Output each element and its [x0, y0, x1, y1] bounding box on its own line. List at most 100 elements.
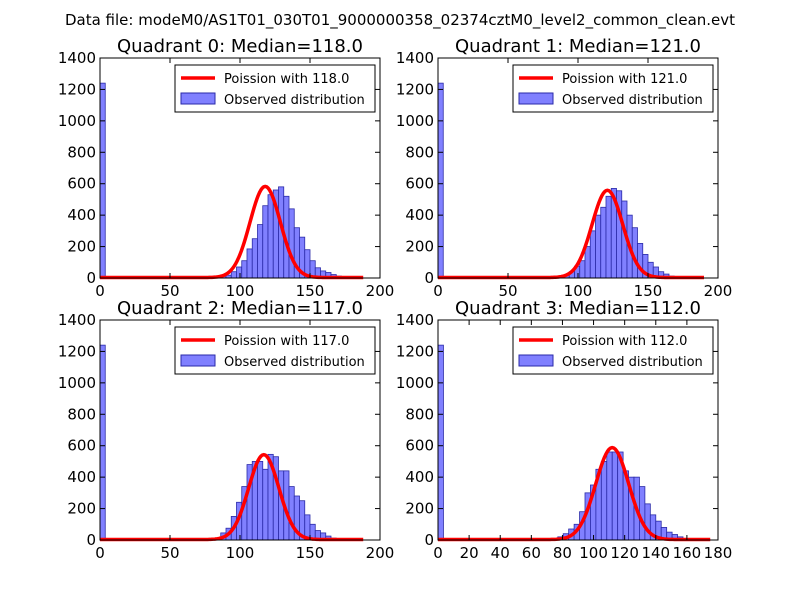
y-tick-label: 1000 — [58, 374, 96, 392]
x-tick-label: 50 — [160, 544, 179, 562]
histogram-bar — [584, 246, 591, 279]
y-tick-label: 400 — [405, 206, 434, 224]
histogram-bar — [99, 82, 106, 279]
x-tick-label: 150 — [634, 282, 663, 300]
x-tick-label: 100 — [226, 544, 255, 562]
panel-title: Quadrant 0: Median=118.0 — [117, 36, 363, 57]
histogram-bar — [267, 194, 274, 279]
x-tick-label: 120 — [610, 544, 639, 562]
y-tick-label: 200 — [67, 238, 96, 256]
histogram-bar — [236, 266, 243, 279]
y-tick-label: 800 — [405, 143, 434, 161]
histogram-bar — [589, 230, 596, 279]
histogram-bar — [246, 248, 253, 279]
x-tick-label: 0 — [433, 544, 443, 562]
x-tick-label: 200 — [366, 544, 395, 562]
x-tick-label: 140 — [641, 544, 670, 562]
y-tick-label: 400 — [67, 206, 96, 224]
legend: Poission with 112.0 Observed distribution — [512, 326, 714, 375]
y-tick-label: 1200 — [58, 342, 96, 360]
x-tick-label: 180 — [704, 544, 733, 562]
panel-title: Quadrant 1: Median=121.0 — [455, 36, 701, 57]
y-tick-label: 400 — [405, 468, 434, 486]
y-tick-label: 600 — [67, 437, 96, 455]
legend-label-poisson: Poission with 117.0 — [224, 334, 349, 349]
y-tick-label: 1000 — [396, 112, 434, 130]
y-tick-label: 1200 — [396, 80, 434, 98]
histogram-bar — [99, 344, 106, 541]
histogram-bar — [579, 260, 586, 279]
histogram-bar — [262, 468, 269, 541]
y-tick-label: 600 — [405, 437, 434, 455]
x-tick-label: 100 — [579, 544, 608, 562]
x-tick-label: 60 — [522, 544, 541, 562]
plot-frame — [437, 319, 719, 541]
histogram-bar — [251, 238, 258, 279]
figure-title: Data file: modeM0/AS1T01_030T01_90000003… — [65, 11, 735, 30]
x-tick-label: 80 — [553, 544, 572, 562]
histogram-bar — [595, 214, 602, 279]
y-tick-label: 800 — [67, 143, 96, 161]
quadrant-0-panel: 0 50 100 150 200 0 200 400 600 800 1000 1200 1400 Qua… — [58, 36, 395, 300]
y-tick-label: 200 — [405, 500, 434, 518]
y-tick-label: 1000 — [396, 374, 434, 392]
legend: Poission with 121.0 Observed distribution — [512, 64, 714, 113]
x-tick-label: 0 — [95, 282, 105, 300]
quadrant-3-panel: 0 20 40 60 80 100 120 140 160 180 0 200 400 600 800 100… — [396, 298, 733, 562]
histogram-bar — [288, 486, 295, 541]
histogram-bar — [437, 82, 444, 279]
y-tick-label: 1400 — [58, 311, 96, 329]
quadrant-1-panel: 0 50 100 150 200 0 200 400 600 800 1000 1200 1400 Qua… — [396, 36, 733, 300]
histogram-bar — [639, 486, 646, 541]
y-tick-label: 600 — [405, 175, 434, 193]
histogram-bar — [611, 451, 619, 541]
histogram-bar — [257, 461, 264, 541]
histogram-bar — [606, 451, 613, 541]
y-tick-label: 1400 — [396, 311, 434, 329]
x-tick-label: 20 — [460, 544, 479, 562]
histogram-bar — [241, 260, 248, 279]
legend-label-poisson: Poission with 121.0 — [562, 72, 687, 87]
legend: Poission with 117.0 Observed distribution — [174, 326, 376, 375]
quadrant-2-panel: 0 50 100 150 200 0 200 400 600 800 1000 1200 1400 Qua… — [58, 298, 395, 562]
y-tick-label: 1200 — [58, 80, 96, 98]
histogram-bar — [230, 271, 237, 279]
histogram-bar — [600, 461, 608, 541]
histogram-bar — [288, 208, 295, 279]
poisson-curve — [99, 184, 364, 280]
y-tick-label: 1200 — [396, 342, 434, 360]
x-tick-label: 200 — [366, 282, 395, 300]
y-tick-label: 0 — [86, 531, 96, 549]
y-tick-label: 1000 — [58, 112, 96, 130]
legend-bar-swatch — [180, 354, 216, 367]
histogram-bar — [257, 224, 264, 279]
y-tick-label: 200 — [67, 500, 96, 518]
legend-bar-swatch — [518, 354, 554, 367]
y-tick-label: 0 — [86, 269, 96, 287]
y-tick-label: 800 — [405, 405, 434, 423]
legend-label-observed: Observed distribution — [224, 355, 365, 370]
legend-label-observed: Observed distribution — [562, 355, 703, 370]
histogram-bar — [605, 195, 612, 279]
x-tick-label: 100 — [226, 282, 255, 300]
y-tick-label: 1400 — [58, 49, 96, 67]
y-tick-label: 0 — [424, 531, 434, 549]
x-tick-label: 100 — [564, 282, 593, 300]
y-tick-label: 800 — [67, 405, 96, 423]
legend-label-poisson: Poission with 112.0 — [562, 334, 687, 349]
y-tick-label: 400 — [67, 468, 96, 486]
histogram-bar — [600, 206, 607, 279]
legend: Poission with 118.0 Observed distribution — [174, 64, 376, 113]
x-tick-label: 0 — [95, 544, 105, 562]
x-tick-label: 150 — [296, 282, 325, 300]
x-tick-label: 50 — [160, 282, 179, 300]
x-tick-label: 40 — [491, 544, 510, 562]
y-tick-label: 0 — [424, 269, 434, 287]
legend-bar-swatch — [180, 92, 216, 105]
x-tick-label: 0 — [433, 282, 443, 300]
y-tick-label: 600 — [67, 175, 96, 193]
x-tick-label: 200 — [704, 282, 733, 300]
y-tick-label: 200 — [405, 238, 434, 256]
legend-label-observed: Observed distribution — [224, 93, 365, 108]
